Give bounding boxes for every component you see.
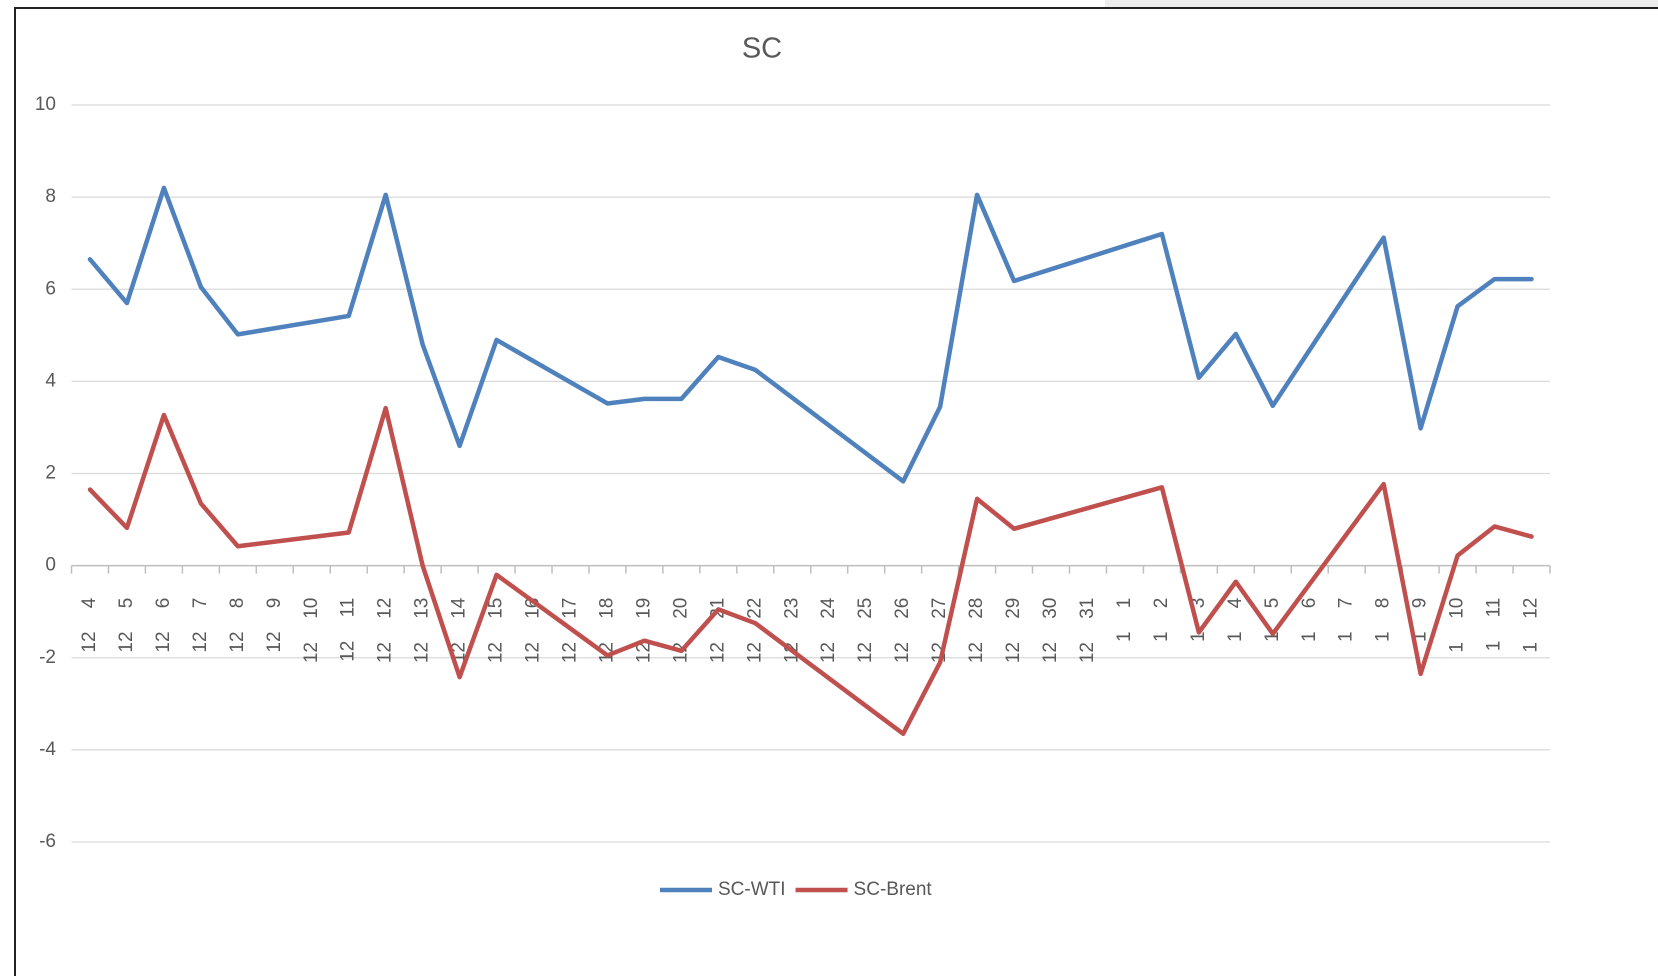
background-strip — [1105, 0, 1658, 9]
x-tick-label: 12 22 — [744, 598, 765, 664]
x-tick-label: 12 26 — [892, 598, 913, 664]
x-tick-label: 12 19 — [633, 598, 654, 664]
x-tick-label: 1 10 — [1447, 598, 1468, 653]
legend-label: SC-WTI — [718, 879, 786, 900]
x-tick-label: 1 12 — [1521, 598, 1542, 653]
x-tick-label: 12 15 — [486, 598, 507, 664]
x-tick-label: 12 13 — [412, 598, 433, 664]
series-line — [87, 405, 1534, 737]
x-tick-label: 12 6 — [153, 598, 174, 653]
x-tick-label: 1 8 — [1373, 598, 1394, 642]
y-tick-label: 8 — [45, 186, 56, 207]
y-tick-label: 2 — [45, 463, 56, 484]
y-tick-label: 6 — [45, 278, 56, 299]
x-tick-label: 12 31 — [1077, 598, 1098, 664]
x-tick-label: 12 18 — [596, 598, 617, 664]
y-tick-label: -4 — [39, 739, 56, 760]
x-tick-label: 12 25 — [855, 598, 876, 664]
x-tick-label: 12 5 — [116, 598, 137, 653]
x-tick-label: 1 11 — [1484, 598, 1505, 652]
y-tick-label: 10 — [35, 94, 56, 115]
y-tick-label: 4 — [45, 370, 56, 391]
x-tick-label: 12 28 — [966, 598, 987, 664]
x-tick-label: 1 6 — [1299, 598, 1320, 642]
x-tick-label: 12 4 — [79, 597, 100, 652]
x-tick-label: 12 24 — [818, 597, 839, 663]
legend-label: SC-Brent — [854, 879, 933, 900]
x-tick-label: 12 7 — [190, 598, 211, 653]
x-tick-label: 12 30 — [1040, 598, 1061, 664]
y-tick-label: -6 — [39, 831, 56, 852]
x-tick-label: 1 1 — [1114, 598, 1135, 642]
series-line — [87, 185, 1534, 484]
x-tick-label: 12 14 — [449, 597, 470, 663]
x-tick-label: 12 8 — [227, 598, 248, 653]
x-tick-label: 12 29 — [1003, 598, 1024, 664]
x-tick-label: 12 10 — [301, 598, 322, 664]
x-tick-label: 1 9 — [1410, 598, 1431, 642]
x-tick-label: 12 16 — [523, 598, 544, 664]
x-tick-label: 1 4 — [1225, 597, 1246, 642]
x-tick-label: 1 7 — [1336, 598, 1357, 642]
chart-border — [14, 7, 1658, 976]
x-tick-label: 12 11 — [338, 598, 359, 662]
x-tick-label: 12 9 — [264, 598, 285, 653]
x-tick-label: 1 2 — [1151, 598, 1172, 642]
y-tick-label: -2 — [39, 647, 56, 668]
x-tick-label: 12 20 — [670, 598, 691, 664]
x-tick-label: 12 12 — [375, 598, 396, 664]
chart-title: SC — [742, 33, 782, 65]
y-tick-label: 0 — [45, 555, 56, 576]
